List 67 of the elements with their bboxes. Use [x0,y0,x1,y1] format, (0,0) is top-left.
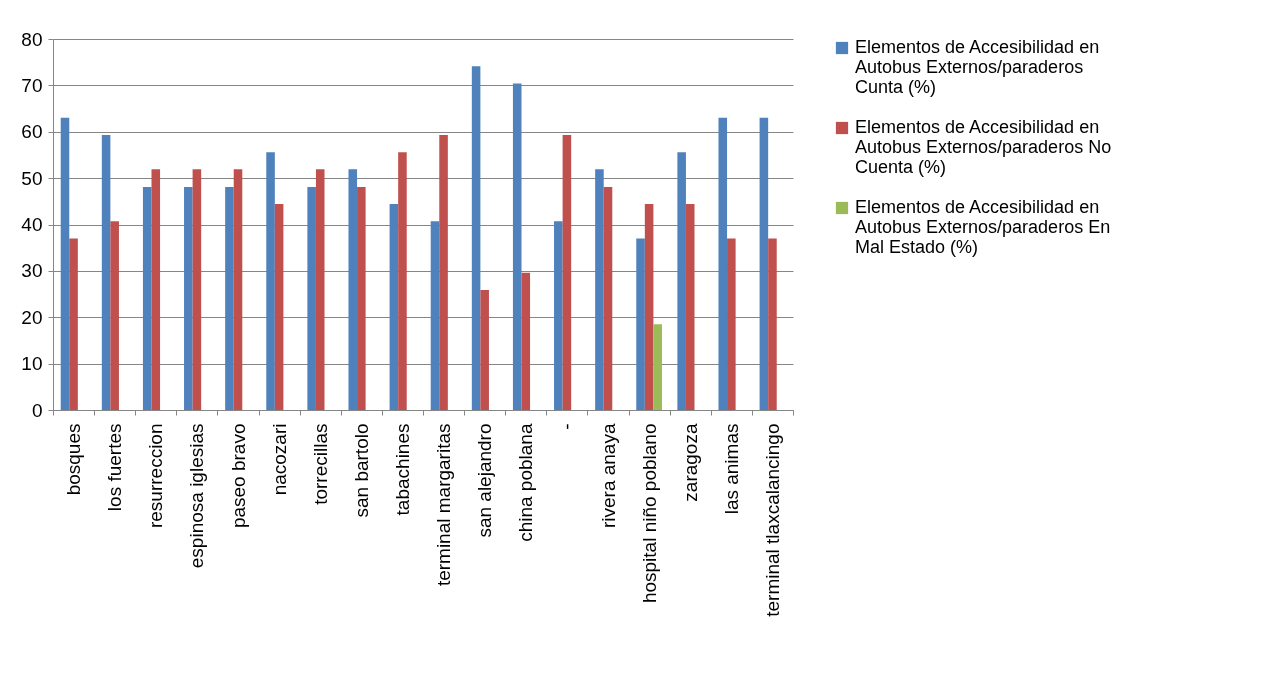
x-tick-label: san bartolo [350,423,372,518]
x-tick-label: las animas [720,423,742,515]
bar [110,221,119,410]
y-tick-label: 30 [21,260,43,282]
bar [315,169,325,410]
bar [562,135,572,410]
bar [266,152,275,410]
bar [603,186,613,410]
x-tick-label: san alejandro [474,423,496,538]
bar [521,272,531,410]
x-tick-label: terminal margaritas [433,423,455,587]
y-tick-label: 60 [21,121,43,143]
bar [471,66,481,410]
y-tick-label: 20 [21,306,43,328]
y-tick-label: 10 [21,353,43,375]
bar [60,117,70,410]
bar [233,169,243,410]
y-tick-label: 0 [31,399,43,421]
bar [184,186,193,410]
legend-label: Elementos de Accesibilidad en Autobus Externos/paraderos No Cuenta (%) [855,117,1112,177]
bar [644,204,654,410]
bar [480,289,489,410]
bar [759,117,769,410]
bar [685,204,695,410]
bar [768,238,777,410]
x-tick-label: zaragoza [679,423,701,502]
y-tick-label: 80 [21,28,43,50]
bar [357,186,366,410]
legend-label: Elementos de Accesibilidad en Autobus Externos/paraderos Cunta (%) [855,37,1100,97]
x-tick-label: terminal tlaxcalancingo [761,423,783,617]
x-tick-label: - [556,423,578,430]
x-tick-label: torrecillas [309,423,331,505]
bar [636,238,645,410]
x-tick-label: hospital niño poblano [638,423,660,604]
x-tick-label: nacozari [268,423,290,496]
bar [192,169,202,410]
bar [225,186,234,410]
bar [398,152,407,410]
bar [677,152,686,410]
bar [554,221,563,410]
y-tick-label: 50 [21,167,43,189]
legend-label: Elementos de Accesibilidad en Autobus Externos/paraderos En Mal Estado (%) [855,197,1111,257]
y-tick-label: 70 [21,74,43,96]
x-tick-label: paseo bravo [227,423,249,529]
bar [512,83,522,410]
y-tick-label: 40 [21,214,43,235]
bar [718,117,728,410]
bar [151,169,161,410]
bar [430,221,440,410]
bar [142,186,152,410]
bar [274,204,284,410]
bar [439,135,448,410]
x-tick-label: bosques [63,423,85,496]
bar [101,135,111,410]
x-tick-label: rivera anaya [597,423,619,529]
x-tick-label: espinosa iglesias [186,423,208,569]
x-tick-label: china poblana [515,423,537,542]
bar [389,204,399,410]
bar [727,238,736,410]
bar [653,324,662,410]
bar [69,238,78,410]
bar [307,186,316,410]
x-tick-label: tabachines [391,423,413,516]
x-tick-label: resurreccion [145,423,167,529]
x-tick-label: los fuertes [104,423,126,512]
bar [595,169,604,410]
bar [348,169,358,410]
